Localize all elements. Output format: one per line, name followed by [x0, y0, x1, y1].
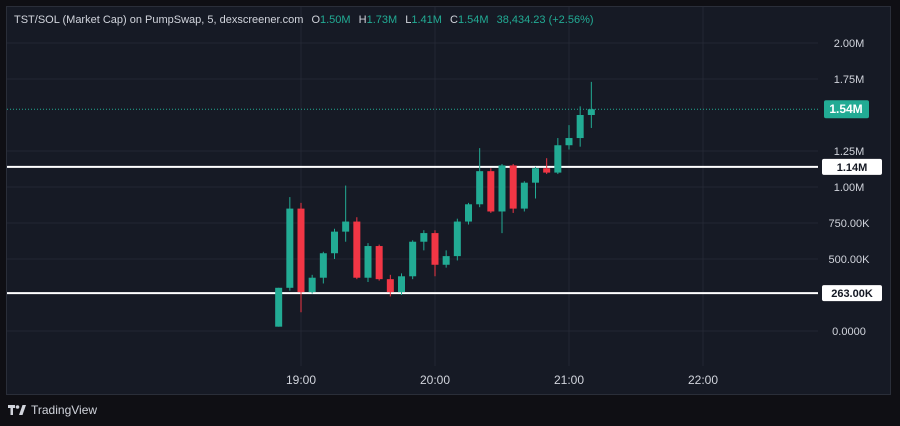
- change-value: 38,434.23 (+2.56%): [496, 14, 594, 26]
- grid-lines: [7, 7, 818, 366]
- candle-up: [308, 274, 316, 294]
- candle-body: [386, 279, 394, 293]
- candle-body: [442, 256, 450, 265]
- candle-up: [364, 243, 372, 283]
- price-tick-label: 2.00M: [834, 38, 865, 50]
- candle-body: [420, 233, 428, 242]
- candle-up: [398, 273, 405, 295]
- candle-body: [398, 276, 405, 293]
- tradingview-logo-icon: [8, 404, 26, 415]
- low-label: L: [405, 14, 412, 26]
- candle-up: [554, 138, 562, 175]
- candle-down: [543, 158, 551, 175]
- line-price-label: 1.14M: [837, 162, 868, 174]
- candle-body: [498, 165, 506, 212]
- current-price-badge: [824, 100, 869, 119]
- candle-body: [275, 287, 283, 327]
- candle-up: [587, 81, 595, 128]
- price-axis[interactable]: 2.00M 1.75M 1.25M 1.00M 750.00K 500.00K 0.0000…: [822, 38, 882, 338]
- time-tick-label: 21:00: [554, 373, 584, 387]
- candle-body: [509, 165, 517, 209]
- candle-up: [442, 250, 450, 268]
- candle-body: [576, 115, 584, 139]
- candle-up: [409, 240, 417, 280]
- current-price-label: 1.54M: [829, 102, 862, 116]
- close-value: 1.54M: [457, 14, 489, 26]
- price-tick-label: 500.00K: [829, 254, 871, 266]
- candles: [275, 81, 595, 327]
- price-tick-label: 1.75M: [834, 74, 865, 86]
- price-tick-label: 1.00M: [834, 182, 865, 194]
- candle-body: [342, 221, 350, 232]
- candle-up: [532, 166, 539, 199]
- high-label: H: [358, 14, 367, 26]
- horizontal-lines: [7, 165, 818, 295]
- time-tick-label: 22:00: [688, 373, 718, 387]
- candle-body: [487, 171, 495, 212]
- candle-body: [465, 204, 472, 222]
- symbol-title: TST/SOL (Market Cap) on PumpSwap, 5, dex…: [14, 14, 304, 26]
- candle-body: [331, 231, 338, 254]
- candle-up: [520, 181, 528, 212]
- candle-body: [286, 208, 294, 288]
- time-tick-label: 19:00: [286, 373, 316, 387]
- candle-body: [476, 171, 484, 205]
- open-value: 1.50M: [320, 14, 351, 26]
- candle-down: [353, 217, 361, 280]
- candle-down: [487, 168, 495, 213]
- candle-body: [431, 233, 439, 265]
- close-label: C: [450, 14, 458, 26]
- candle-body: [409, 241, 417, 277]
- candle-body: [319, 253, 327, 278]
- candle-up: [476, 148, 484, 208]
- candle-up: [342, 185, 350, 242]
- candle-up: [465, 202, 472, 225]
- candle-up: [331, 228, 338, 259]
- line-price-label: 263.00K: [831, 288, 873, 300]
- candle-down: [431, 230, 439, 277]
- price-tick-label: 0.0000: [832, 326, 866, 338]
- candle-body: [520, 182, 528, 209]
- candle-down: [375, 244, 383, 281]
- candle-down: [297, 202, 305, 313]
- time-axis[interactable]: 19:00 20:00 21:00 22:00: [286, 373, 718, 387]
- line-price-badge: [822, 158, 882, 175]
- candle-up: [565, 125, 573, 150]
- candle-up: [286, 197, 294, 291]
- candle-up: [576, 106, 584, 147]
- candle-up: [420, 230, 428, 251]
- price-tick-label: 750.00K: [829, 218, 871, 230]
- low-value: 1.41M: [411, 14, 442, 26]
- candle-down: [386, 274, 394, 297]
- candle-up: [498, 163, 506, 234]
- tradingview-brand: TradingView: [31, 403, 98, 417]
- line-price-badge: [822, 285, 882, 302]
- candle-body: [554, 145, 562, 173]
- candle-up: [453, 218, 461, 261]
- high-value: 1.73M: [366, 14, 398, 26]
- candle-body: [565, 138, 573, 146]
- candle-body: [587, 109, 595, 115]
- candle-body: [364, 246, 372, 278]
- candle-body: [375, 246, 383, 280]
- candle-down: [509, 163, 517, 213]
- candle-body: [532, 168, 539, 183]
- footer[interactable]: TradingView: [8, 403, 97, 417]
- candle-body: [308, 277, 316, 293]
- candle-body: [353, 221, 361, 278]
- candle-body: [297, 208, 305, 293]
- price-tick-label: 1.25M: [834, 146, 865, 158]
- candle-up: [319, 251, 327, 284]
- chart-legend: TST/SOL (Market Cap) on PumpSwap, 5, dex…: [14, 14, 594, 26]
- open-label: O: [311, 14, 320, 26]
- candle-up: [275, 287, 283, 327]
- chart-frame: [6, 6, 891, 395]
- time-tick-label: 20:00: [420, 373, 450, 387]
- candle-body: [543, 168, 551, 173]
- candle-body: [453, 221, 461, 257]
